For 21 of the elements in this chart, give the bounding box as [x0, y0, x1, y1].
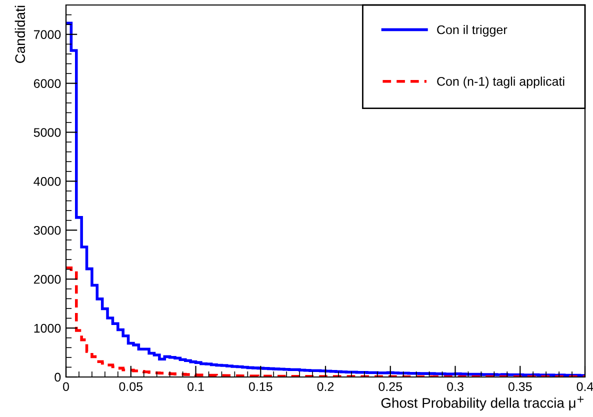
y-axis-title: Candidati — [14, 6, 26, 63]
x-axis-title: Ghost Probability della traccia μ$^{+}$ — [381, 396, 584, 411]
y-tick-label: 6000 — [34, 79, 61, 88]
x-tick-label: 0.35 — [508, 382, 532, 392]
y-tick-label: 3000 — [34, 226, 61, 235]
x-tick-label: 0.1 — [188, 382, 204, 392]
y-tick-label: 4000 — [34, 177, 61, 186]
y-tick-label: 0 — [54, 372, 61, 382]
y-tick-label: 2000 — [34, 274, 61, 284]
legend-label: Con (n-1) tagli applicati — [437, 76, 564, 88]
x-tick-label: 0.2 — [317, 382, 334, 392]
y-tick-label: 5000 — [34, 128, 61, 137]
y-tick-label: 1000 — [34, 324, 61, 333]
legend-label: Con il trigger — [437, 25, 508, 37]
x-tick-label: 0.4 — [576, 382, 593, 392]
x-tick-label: 0 — [63, 382, 69, 392]
y-tick-label: 7000 — [34, 30, 61, 40]
x-tick-label: 0.15 — [248, 382, 272, 392]
x-tick-label: 0.05 — [119, 382, 143, 392]
x-tick-label: 0.3 — [447, 382, 464, 392]
x-tick-label: 0.25 — [378, 382, 402, 392]
